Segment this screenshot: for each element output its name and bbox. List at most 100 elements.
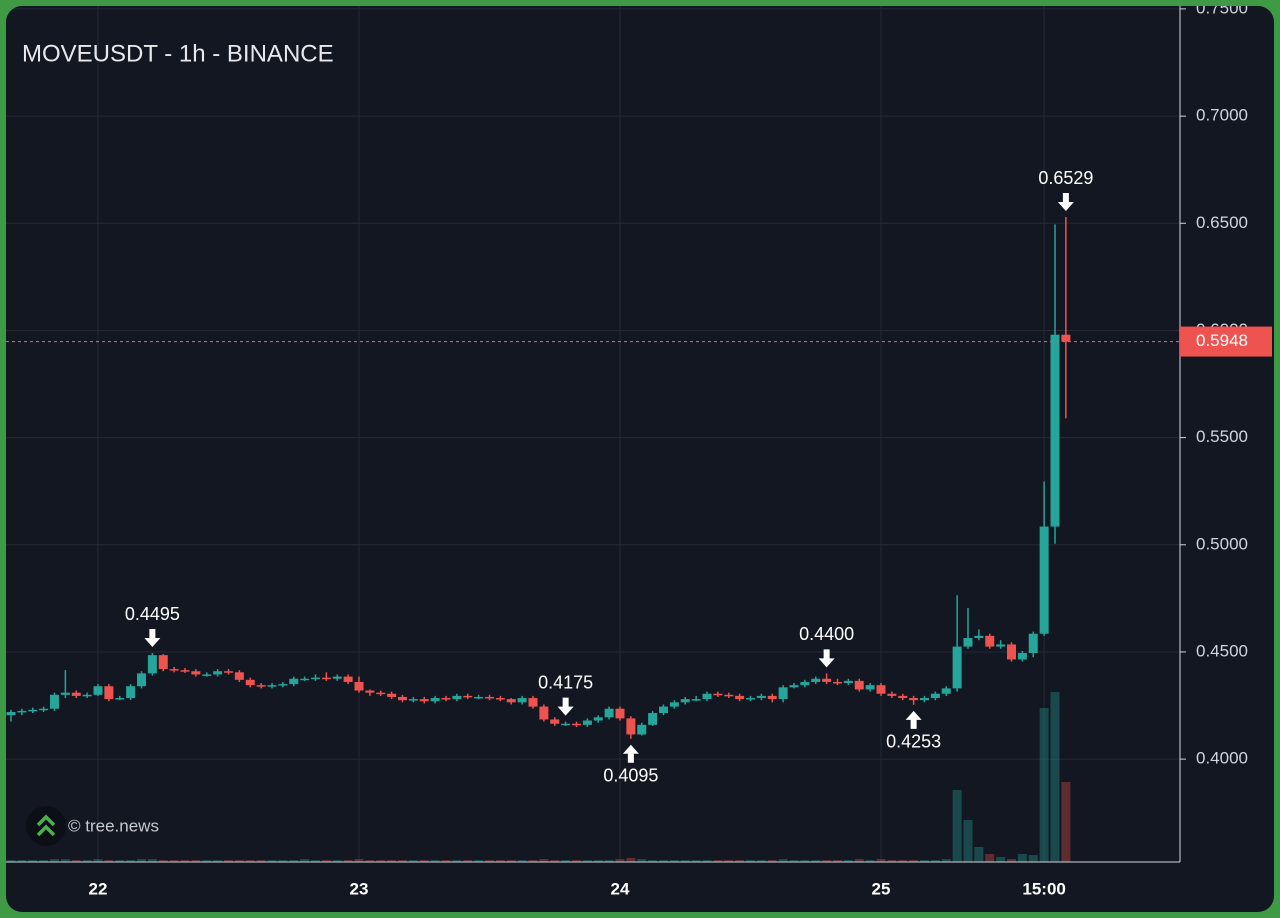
candle-body bbox=[1017, 653, 1027, 660]
last-price-label: 0.5948 bbox=[1196, 331, 1248, 350]
volume-bar bbox=[213, 860, 223, 862]
candle-body bbox=[1028, 633, 1038, 654]
volume-bar bbox=[180, 860, 190, 862]
annotation-label: 0.4400 bbox=[799, 624, 854, 644]
volume-bar bbox=[582, 860, 592, 862]
volume-bar bbox=[604, 860, 614, 862]
candle-body bbox=[735, 695, 745, 700]
volume-bar bbox=[147, 859, 157, 862]
candle-body bbox=[506, 699, 516, 703]
candle-body bbox=[789, 685, 799, 688]
volume-bar bbox=[354, 859, 364, 862]
volume-bar bbox=[909, 860, 919, 862]
volume-bar bbox=[485, 860, 494, 862]
volume-bar bbox=[1039, 708, 1049, 862]
annotation-label: 0.4175 bbox=[538, 672, 593, 692]
volume-bar bbox=[6, 860, 16, 862]
candle-body bbox=[637, 724, 647, 735]
candle-body bbox=[1039, 526, 1049, 634]
candle-body bbox=[419, 699, 429, 702]
y-tick-label: 0.5500 bbox=[1196, 427, 1248, 446]
panel: 0.4175 0.4495 0.4095 0.4400 0.4253 0.6529 0.4… bbox=[6, 0, 1274, 912]
candle-body bbox=[528, 698, 538, 707]
volume-bar bbox=[920, 860, 929, 862]
volume-bar bbox=[71, 860, 81, 862]
volume-bar bbox=[930, 860, 940, 862]
y-tick-label: 0.7500 bbox=[1196, 0, 1248, 17]
y-tick-label: 0.5000 bbox=[1196, 534, 1248, 553]
volume-bar bbox=[963, 820, 973, 862]
volume-bar bbox=[321, 860, 331, 862]
candle-body bbox=[854, 680, 864, 690]
x-tick-label: 22 bbox=[89, 879, 108, 898]
candle-body bbox=[495, 698, 505, 700]
volume-bar bbox=[191, 860, 201, 862]
volume-bar bbox=[474, 860, 484, 862]
volume-bar bbox=[800, 860, 810, 862]
candle-body bbox=[104, 686, 114, 700]
candle-body bbox=[376, 692, 386, 695]
candle-body bbox=[517, 698, 527, 703]
candle-body bbox=[833, 681, 842, 684]
candle-body bbox=[572, 723, 581, 726]
volume-bar bbox=[1061, 782, 1071, 862]
volume-bar bbox=[39, 860, 49, 862]
candle-body bbox=[267, 685, 277, 687]
candle-body bbox=[659, 706, 668, 714]
candle-body bbox=[137, 673, 146, 687]
volume-bar bbox=[93, 859, 103, 862]
volume-bar bbox=[387, 860, 397, 862]
volume-bar bbox=[169, 860, 179, 862]
candle-body bbox=[985, 635, 995, 647]
candle-body bbox=[60, 692, 70, 695]
x-tick-label: 24 bbox=[611, 879, 630, 898]
candle-body bbox=[245, 679, 255, 686]
candle-body bbox=[713, 693, 723, 696]
candle-body bbox=[724, 694, 734, 697]
watermark: © tree.news bbox=[68, 816, 159, 835]
candle-body bbox=[398, 696, 407, 701]
volume-bar bbox=[865, 860, 875, 862]
candle-body bbox=[169, 669, 179, 671]
annotation-label: 0.6529 bbox=[1038, 168, 1093, 188]
volume-bar bbox=[778, 859, 788, 862]
volume-bar bbox=[1017, 854, 1027, 862]
volume-bar bbox=[952, 790, 962, 862]
candle-body bbox=[354, 681, 364, 691]
volume-bar bbox=[887, 860, 897, 862]
candle-body bbox=[93, 686, 103, 695]
volume-bar bbox=[550, 860, 560, 862]
candle-body bbox=[898, 695, 908, 699]
volume-bar bbox=[833, 860, 842, 862]
candle-body bbox=[996, 644, 1006, 647]
candle-body bbox=[180, 670, 190, 672]
volume-bar bbox=[224, 860, 233, 862]
volume-bar bbox=[746, 860, 755, 862]
candle-body bbox=[887, 693, 897, 696]
volume-bar bbox=[60, 859, 70, 862]
volume-bar bbox=[441, 860, 451, 862]
volume-bar bbox=[289, 860, 299, 862]
candle-body bbox=[300, 678, 310, 681]
volume-bar bbox=[539, 859, 549, 862]
annotation-arrow bbox=[818, 649, 835, 668]
candle-body bbox=[343, 676, 353, 682]
volume-bar bbox=[996, 857, 1006, 862]
volume-bar bbox=[713, 860, 723, 862]
candle-body bbox=[332, 676, 342, 679]
volume-bar bbox=[767, 860, 777, 862]
volume-bar bbox=[267, 860, 277, 862]
volume-bar bbox=[1007, 859, 1016, 862]
volume-bar bbox=[343, 860, 353, 862]
candle-body bbox=[28, 709, 38, 712]
annotation-arrow bbox=[905, 710, 922, 729]
candle-body bbox=[1050, 334, 1060, 527]
candle-body bbox=[756, 695, 766, 699]
volume-bar bbox=[615, 859, 625, 862]
candle-body bbox=[767, 695, 777, 700]
volume-bar bbox=[659, 860, 668, 862]
volume-bar bbox=[408, 860, 418, 862]
volume-bar bbox=[822, 860, 832, 862]
volume-bar bbox=[365, 860, 375, 862]
